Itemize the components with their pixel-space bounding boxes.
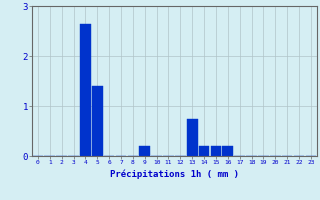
Bar (140, 146, 150, 156)
Bar (92, 86, 103, 156)
X-axis label: Précipitations 1h ( mm ): Précipitations 1h ( mm ) (110, 169, 239, 179)
Bar (199, 146, 209, 156)
Bar (187, 118, 197, 156)
Bar (222, 146, 233, 156)
Bar (80, 23, 91, 156)
Bar (211, 146, 221, 156)
